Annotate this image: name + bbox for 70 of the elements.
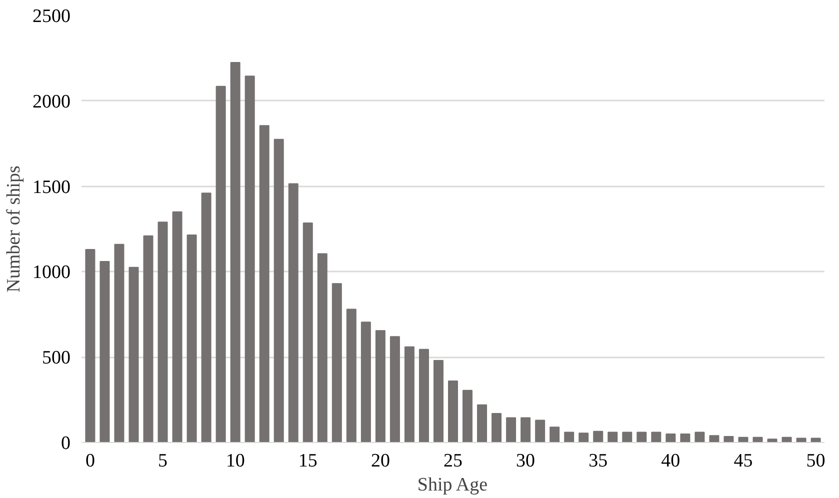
bar	[622, 432, 632, 442]
y-tick-label: 2000	[32, 91, 70, 112]
bar	[796, 438, 806, 442]
bar	[709, 435, 720, 442]
x-tick-label: 50	[806, 450, 826, 472]
bar	[302, 222, 313, 442]
bar	[274, 138, 284, 442]
bar	[158, 222, 168, 442]
bar	[578, 432, 589, 442]
x-tick-label: 40	[661, 450, 680, 472]
bar	[810, 438, 821, 442]
bar	[651, 432, 662, 442]
x-tick-label: 45	[734, 450, 753, 472]
y-tick-label: 1000	[32, 262, 70, 284]
x-tick-label: 5	[158, 450, 168, 472]
bar	[680, 433, 690, 442]
bar	[186, 234, 197, 442]
bar	[375, 330, 386, 442]
y-tick-label: 0	[61, 433, 70, 454]
bar	[288, 183, 298, 442]
x-tick-label: 20	[370, 450, 390, 472]
bar	[172, 211, 182, 442]
bar	[506, 417, 516, 442]
x-tick-label: 10	[226, 450, 245, 472]
bar	[738, 436, 748, 442]
bar	[346, 308, 356, 442]
x-tick-label: 0	[85, 450, 95, 472]
y-tick-label: 1500	[32, 176, 70, 198]
bar	[230, 62, 240, 442]
bar	[752, 436, 763, 442]
bar	[418, 348, 429, 442]
bar	[259, 125, 270, 442]
x-axis-title: Ship Age	[417, 474, 488, 496]
bar	[767, 438, 778, 442]
bar	[244, 76, 255, 442]
bar	[564, 432, 574, 442]
y-tick-label: 2500	[32, 6, 70, 27]
bar	[492, 412, 502, 442]
bar	[550, 426, 560, 442]
bar	[332, 283, 342, 442]
bar	[128, 266, 139, 442]
bar	[666, 433, 676, 442]
bar	[694, 432, 705, 442]
x-tick-label: 35	[588, 450, 608, 472]
bar	[85, 248, 96, 442]
y-axis-title: Number of ships	[4, 166, 24, 292]
bar	[477, 404, 488, 442]
bar	[404, 346, 414, 442]
x-tick-label: 15	[298, 450, 318, 472]
bar	[143, 235, 154, 442]
bar	[433, 360, 444, 442]
bar	[216, 86, 226, 442]
y-tick-label: 500	[42, 348, 70, 369]
bar	[317, 253, 328, 442]
bar	[520, 417, 531, 442]
bar	[462, 390, 473, 442]
x-tick-label: 30	[516, 450, 536, 472]
bar	[724, 436, 734, 442]
bar	[535, 420, 546, 442]
bar	[593, 430, 604, 442]
bar	[448, 380, 458, 442]
bar	[636, 432, 647, 442]
bar	[114, 244, 124, 442]
bar	[100, 260, 110, 442]
bar	[390, 336, 400, 442]
x-tick-label: 25	[444, 450, 462, 472]
bar	[782, 436, 792, 442]
bar	[608, 432, 618, 442]
bar	[360, 322, 371, 442]
bar	[201, 192, 212, 442]
